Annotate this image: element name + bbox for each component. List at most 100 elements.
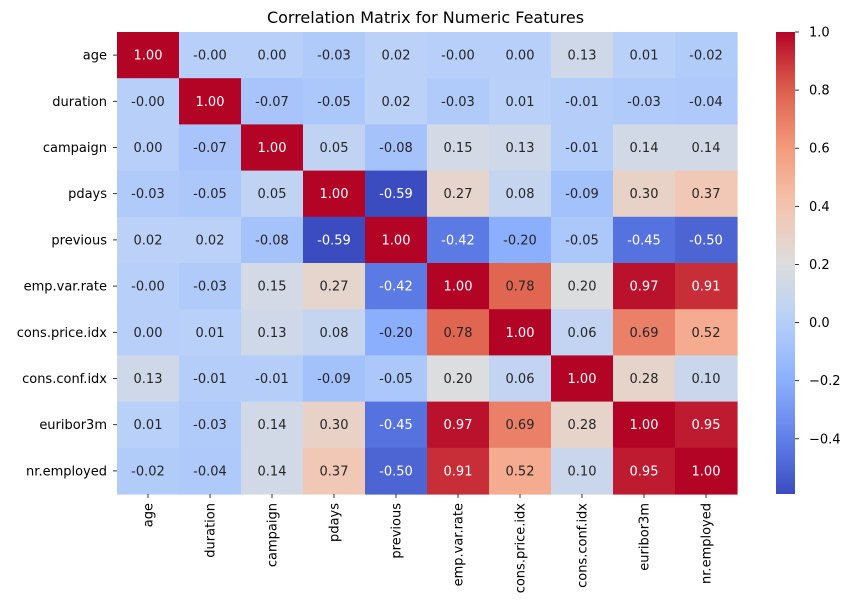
y-axis: age duration campaign pdays previous emp.var.…: [17, 49, 117, 479]
heatmap-cell: [489, 355, 552, 403]
heatmap-cell: [675, 263, 738, 310]
heatmap-cell: [365, 124, 428, 172]
heatmap-cell: [489, 124, 552, 172]
cell-value-label: 0.02: [134, 233, 163, 248]
cell-value-label: -0.04: [193, 464, 227, 479]
heatmap-cell: [427, 78, 490, 125]
cell-value-label: -0.00: [193, 49, 227, 64]
cell-value-label: 0.01: [630, 49, 659, 64]
heatmap-cell: [489, 401, 552, 449]
cell-value-label: -0.02: [131, 464, 165, 479]
cell-value-label: -0.45: [627, 233, 661, 248]
y-tick-label: emp.var.rate: [24, 280, 107, 295]
cell-value-label: -0.09: [317, 372, 351, 387]
x-tick-label: previous: [390, 503, 405, 559]
cell-value-label: 0.91: [444, 464, 473, 479]
cell-value-label: 1.00: [568, 372, 597, 387]
cell-value-label: 0.13: [134, 372, 163, 387]
cell-value-label: 0.37: [692, 187, 721, 202]
x-tick-label: emp.var.rate: [452, 503, 467, 586]
cell-value-label: -0.20: [503, 233, 537, 248]
y-tick-label: age: [83, 49, 107, 64]
colorbar-tick-label: 0.6: [809, 142, 830, 157]
heatmap-cell: [551, 401, 614, 449]
heatmap-cell: [613, 216, 676, 264]
cell-value-label: 1.00: [382, 233, 411, 248]
cell-value-label: -0.50: [689, 233, 723, 248]
cell-value-label: 1.00: [134, 49, 163, 64]
cell-value-label: -0.04: [689, 95, 723, 110]
heatmap-cell: [303, 355, 366, 403]
x-tick-label: nr.employed: [700, 503, 715, 584]
cell-value-label: 0.28: [630, 372, 659, 387]
heatmap-cell: [675, 78, 738, 125]
x-tick-label: cons.price.idx: [514, 503, 529, 594]
heatmap-cell: [427, 355, 490, 403]
cell-value-label: -0.05: [565, 233, 599, 248]
cell-value-label: -0.03: [317, 49, 351, 64]
cell-value-label: -0.05: [379, 372, 413, 387]
heatmap-cell: [365, 401, 428, 449]
heatmap-cell: [427, 401, 490, 449]
cell-value-label: -0.08: [379, 141, 413, 156]
cell-value-label: 0.00: [134, 141, 163, 156]
heatmap-cell: [179, 170, 242, 218]
heatmap-cell: [303, 309, 366, 356]
heatmap-cell: [303, 32, 366, 79]
heatmap-cell: [613, 124, 676, 172]
cell-value-label: 1.00: [320, 187, 349, 202]
heatmap-cell: [241, 170, 304, 218]
cell-value-label: -0.07: [193, 141, 227, 156]
x-tick-label: duration: [204, 503, 219, 558]
heatmap-cell: [303, 447, 366, 495]
heatmap-cell-labels: 1.00 -0.00 0.00 -0.03 0.02 -0.00 0.00 0.13 0.01 -…: [131, 49, 723, 480]
cell-value-label: 1.00: [258, 141, 287, 156]
cell-value-label: 0.14: [692, 141, 721, 156]
heatmap-cell: [427, 216, 490, 264]
heatmap-cell: [117, 401, 180, 449]
cell-value-label: -0.45: [379, 418, 413, 433]
heatmap-cell: [675, 216, 738, 264]
heatmap-cell: [613, 447, 676, 495]
heatmap-cell: [241, 124, 304, 172]
heatmap-cell: [489, 447, 552, 495]
heatmap-cell: [241, 78, 304, 125]
cell-value-label: 0.69: [506, 418, 535, 433]
y-tick-label: cons.conf.idx: [22, 372, 107, 387]
cell-value-label: -0.01: [193, 372, 227, 387]
heatmap-cell: [179, 32, 242, 79]
colorbar-tick-label: 0.4: [809, 200, 830, 215]
y-tick-label: duration: [52, 95, 107, 110]
heatmap-cell: [551, 78, 614, 125]
y-tick-label: pdays: [68, 187, 107, 202]
cell-value-label: -0.09: [565, 187, 599, 202]
heatmap-cell: [179, 355, 242, 403]
heatmap-cell: [489, 263, 552, 310]
heatmap-cell: [489, 32, 552, 79]
cell-value-label: 0.13: [568, 49, 597, 64]
cell-value-label: 0.10: [568, 464, 597, 479]
heatmap-cell: [427, 263, 490, 310]
colorbar-tick-label: −0.2: [809, 374, 841, 389]
heatmap-cell: [365, 355, 428, 403]
cell-value-label: 0.00: [134, 326, 163, 341]
cell-value-label: -0.59: [379, 187, 413, 202]
cell-value-label: 0.06: [506, 372, 535, 387]
heatmap-cell: [365, 447, 428, 495]
heatmap-cell: [489, 309, 552, 356]
cell-value-label: -0.50: [379, 464, 413, 479]
cell-value-label: 1.00: [196, 95, 225, 110]
cell-value-label: 1.00: [692, 464, 721, 479]
cell-value-label: 0.78: [444, 326, 473, 341]
cell-value-label: 0.08: [320, 326, 349, 341]
heatmap-cell: [551, 309, 614, 356]
heatmap-cell: [365, 309, 428, 356]
heatmap-cell: [241, 447, 304, 495]
heatmap-cell: [117, 78, 180, 125]
heatmap-cell: [613, 78, 676, 125]
cell-value-label: 0.00: [258, 49, 287, 64]
cell-value-label: 0.02: [196, 233, 225, 248]
cell-value-label: 0.52: [692, 326, 721, 341]
x-tick-label: euribor3m: [638, 503, 653, 571]
